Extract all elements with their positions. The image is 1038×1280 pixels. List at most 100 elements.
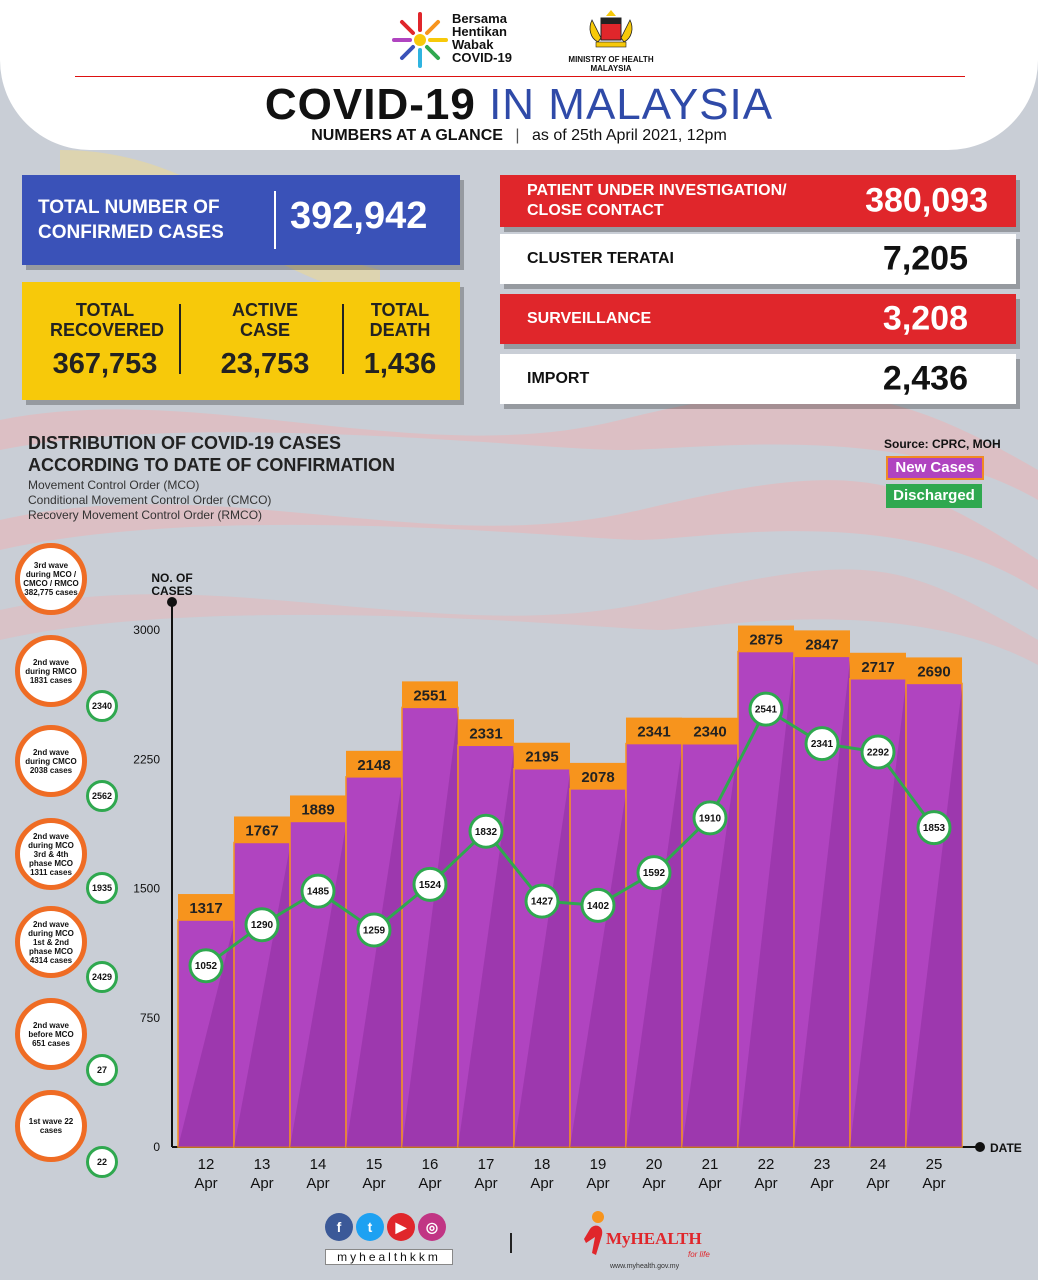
x-tick-label: Apr: [250, 1175, 273, 1192]
outcome-card: TOTAL RECOVERED 367,753 ACTIVE CASE 23,7…: [22, 282, 460, 400]
campaign-logo-line: Bersama: [452, 11, 507, 26]
death-value: 1,436: [363, 348, 437, 380]
bar-value-label: 2340: [693, 724, 726, 741]
bar-value-label: 1889: [301, 801, 334, 818]
active-value: 23,753: [220, 348, 310, 380]
bar-value-label: 1317: [189, 900, 222, 917]
legend-new-cases: New Cases: [886, 456, 984, 480]
card-divider: [274, 191, 276, 249]
y-tick-label: 0: [153, 1140, 160, 1154]
bar-label-box: [234, 816, 290, 843]
y-axis-label: NO. OF: [151, 571, 192, 585]
confirmed-label: TOTAL NUMBER OF CONFIRMED CASES: [38, 197, 224, 243]
x-tick-label: Apr: [754, 1175, 777, 1192]
youtube-icon[interactable]: ▶: [387, 1213, 415, 1241]
wave-text: 2nd wave during CMCO 2038 cases: [25, 747, 77, 775]
runner-icon: [584, 1211, 604, 1255]
wave-circle: 2nd wave during CMCO 2038 cases: [15, 725, 87, 797]
bar-label-box: [458, 719, 514, 746]
bar-shade: [290, 825, 346, 1147]
wave-discharged-badge: 2562: [86, 780, 118, 812]
discharged-point: [412, 866, 448, 902]
source-label: PATIENT UNDER INVESTIGATION/ CLOSE CONTA…: [527, 182, 787, 219]
wave-text: 2nd wave during RMCO 1831 cases: [25, 657, 77, 685]
discharged-point: [636, 855, 672, 891]
wave-text: 3rd wave during MCO / CMCO / RMCO 382,77…: [23, 561, 79, 597]
source-note: Source: CPRC, MOH: [884, 437, 1001, 451]
bar-value-label: 2341: [637, 724, 670, 741]
x-tick-label: Apr: [922, 1175, 945, 1192]
ministry-logo-line: MINISTRY OF HEALTH: [568, 55, 654, 64]
bar-label-box: [402, 681, 458, 708]
bar-shade: [906, 687, 962, 1147]
bar-value-label: 2551: [413, 687, 446, 704]
bar-label-box: [514, 742, 570, 769]
wave-circle: 2nd wave during RMCO 1831 cases: [15, 635, 87, 707]
distribution-note: Recovery Movement Control Order (RMCO): [28, 508, 263, 522]
discharged-point: [244, 907, 280, 943]
wave-discharged-badge: 22: [86, 1146, 118, 1178]
wave-circle: 2nd wave before MCO 651 cases: [15, 998, 87, 1070]
distribution-title: ACCORDING TO DATE OF CONFIRMATION: [28, 455, 395, 475]
source-value: 2,436: [882, 359, 968, 398]
recovered-label: TOTAL RECOVERED: [50, 300, 165, 340]
death-stat: TOTAL DEATH 1,436: [350, 300, 450, 381]
y-tick-label: 1500: [133, 882, 160, 896]
bar-shade: [402, 711, 458, 1147]
x-tick-label: 16: [422, 1156, 439, 1173]
myhealth-brand: MyHEALTH: [606, 1229, 702, 1248]
discharged-value-label: 1524: [419, 880, 442, 891]
x-tick-label: Apr: [642, 1175, 665, 1192]
active-stat: ACTIVE CASE 23,753: [190, 300, 340, 381]
discharged-point: [468, 813, 504, 849]
coat-of-arms-icon: [589, 10, 633, 48]
active-label: ACTIVE CASE: [231, 300, 298, 340]
discharged-point: [916, 810, 952, 846]
x-tick-label: Apr: [698, 1175, 721, 1192]
footer: f t ▶ ◎ myhealthkkm MyHEALTH for life www.m…: [0, 1205, 1038, 1280]
discharged-value-label: 1402: [587, 901, 610, 912]
discharged-point: [860, 734, 896, 770]
x-tick-label: 19: [590, 1156, 607, 1173]
x-tick-label: 24: [870, 1156, 887, 1173]
bar-value-label: 2331: [469, 725, 502, 742]
card-divider: [342, 304, 344, 374]
discharged-value-label: 1052: [195, 961, 218, 972]
x-tick-label: 22: [758, 1156, 775, 1173]
social-handle[interactable]: myhealthkkm: [325, 1249, 453, 1265]
x-tick-label: Apr: [586, 1175, 609, 1192]
myhealth-tagline: for life: [688, 1250, 710, 1259]
wave-text: 2nd wave during MCO 1st & 2nd phase MCO …: [28, 919, 74, 965]
myhealth-url[interactable]: www.myhealth.gov.my: [610, 1263, 680, 1270]
discharged-value-label: 1832: [475, 827, 498, 838]
bar-shade: [682, 747, 738, 1147]
subtitle-separator: |: [515, 127, 520, 144]
x-tick-label: Apr: [866, 1175, 889, 1192]
death-label: TOTAL DEATH: [369, 300, 431, 340]
bar-label-box: [346, 750, 402, 777]
x-tick-label: Apr: [474, 1175, 497, 1192]
bar-label-box: [626, 717, 682, 744]
bar-value-label: 2148: [357, 757, 390, 774]
distribution-note: Conditional Movement Control Order (CMCO…: [28, 493, 272, 507]
legend-discharged: Discharged: [886, 484, 982, 508]
source-label: IMPORT: [527, 370, 590, 387]
source-label: SURVEILLANCE: [527, 310, 652, 327]
subtitle-bold: NUMBERS AT A GLANCE: [311, 127, 503, 144]
x-tick-label: 25: [926, 1156, 943, 1173]
x-tick-label: 21: [702, 1156, 719, 1173]
facebook-icon[interactable]: f: [325, 1213, 353, 1241]
campaign-logo-line: Wabak: [452, 37, 494, 52]
bar-label-box: [738, 625, 794, 652]
discharged-value-label: 2292: [867, 748, 890, 759]
x-tick-label: Apr: [194, 1175, 217, 1192]
card-divider: [179, 304, 181, 374]
x-tick-label: 13: [254, 1156, 271, 1173]
instagram-icon[interactable]: ◎: [418, 1213, 446, 1241]
twitter-icon[interactable]: t: [356, 1213, 384, 1241]
sunburst-icon: [392, 12, 448, 68]
bar-value-label: 2078: [581, 769, 614, 786]
y-tick-label: 3000: [133, 623, 160, 637]
y-axis-label: CASES: [151, 584, 192, 598]
campaign-logo-line: Hentikan: [452, 24, 507, 39]
